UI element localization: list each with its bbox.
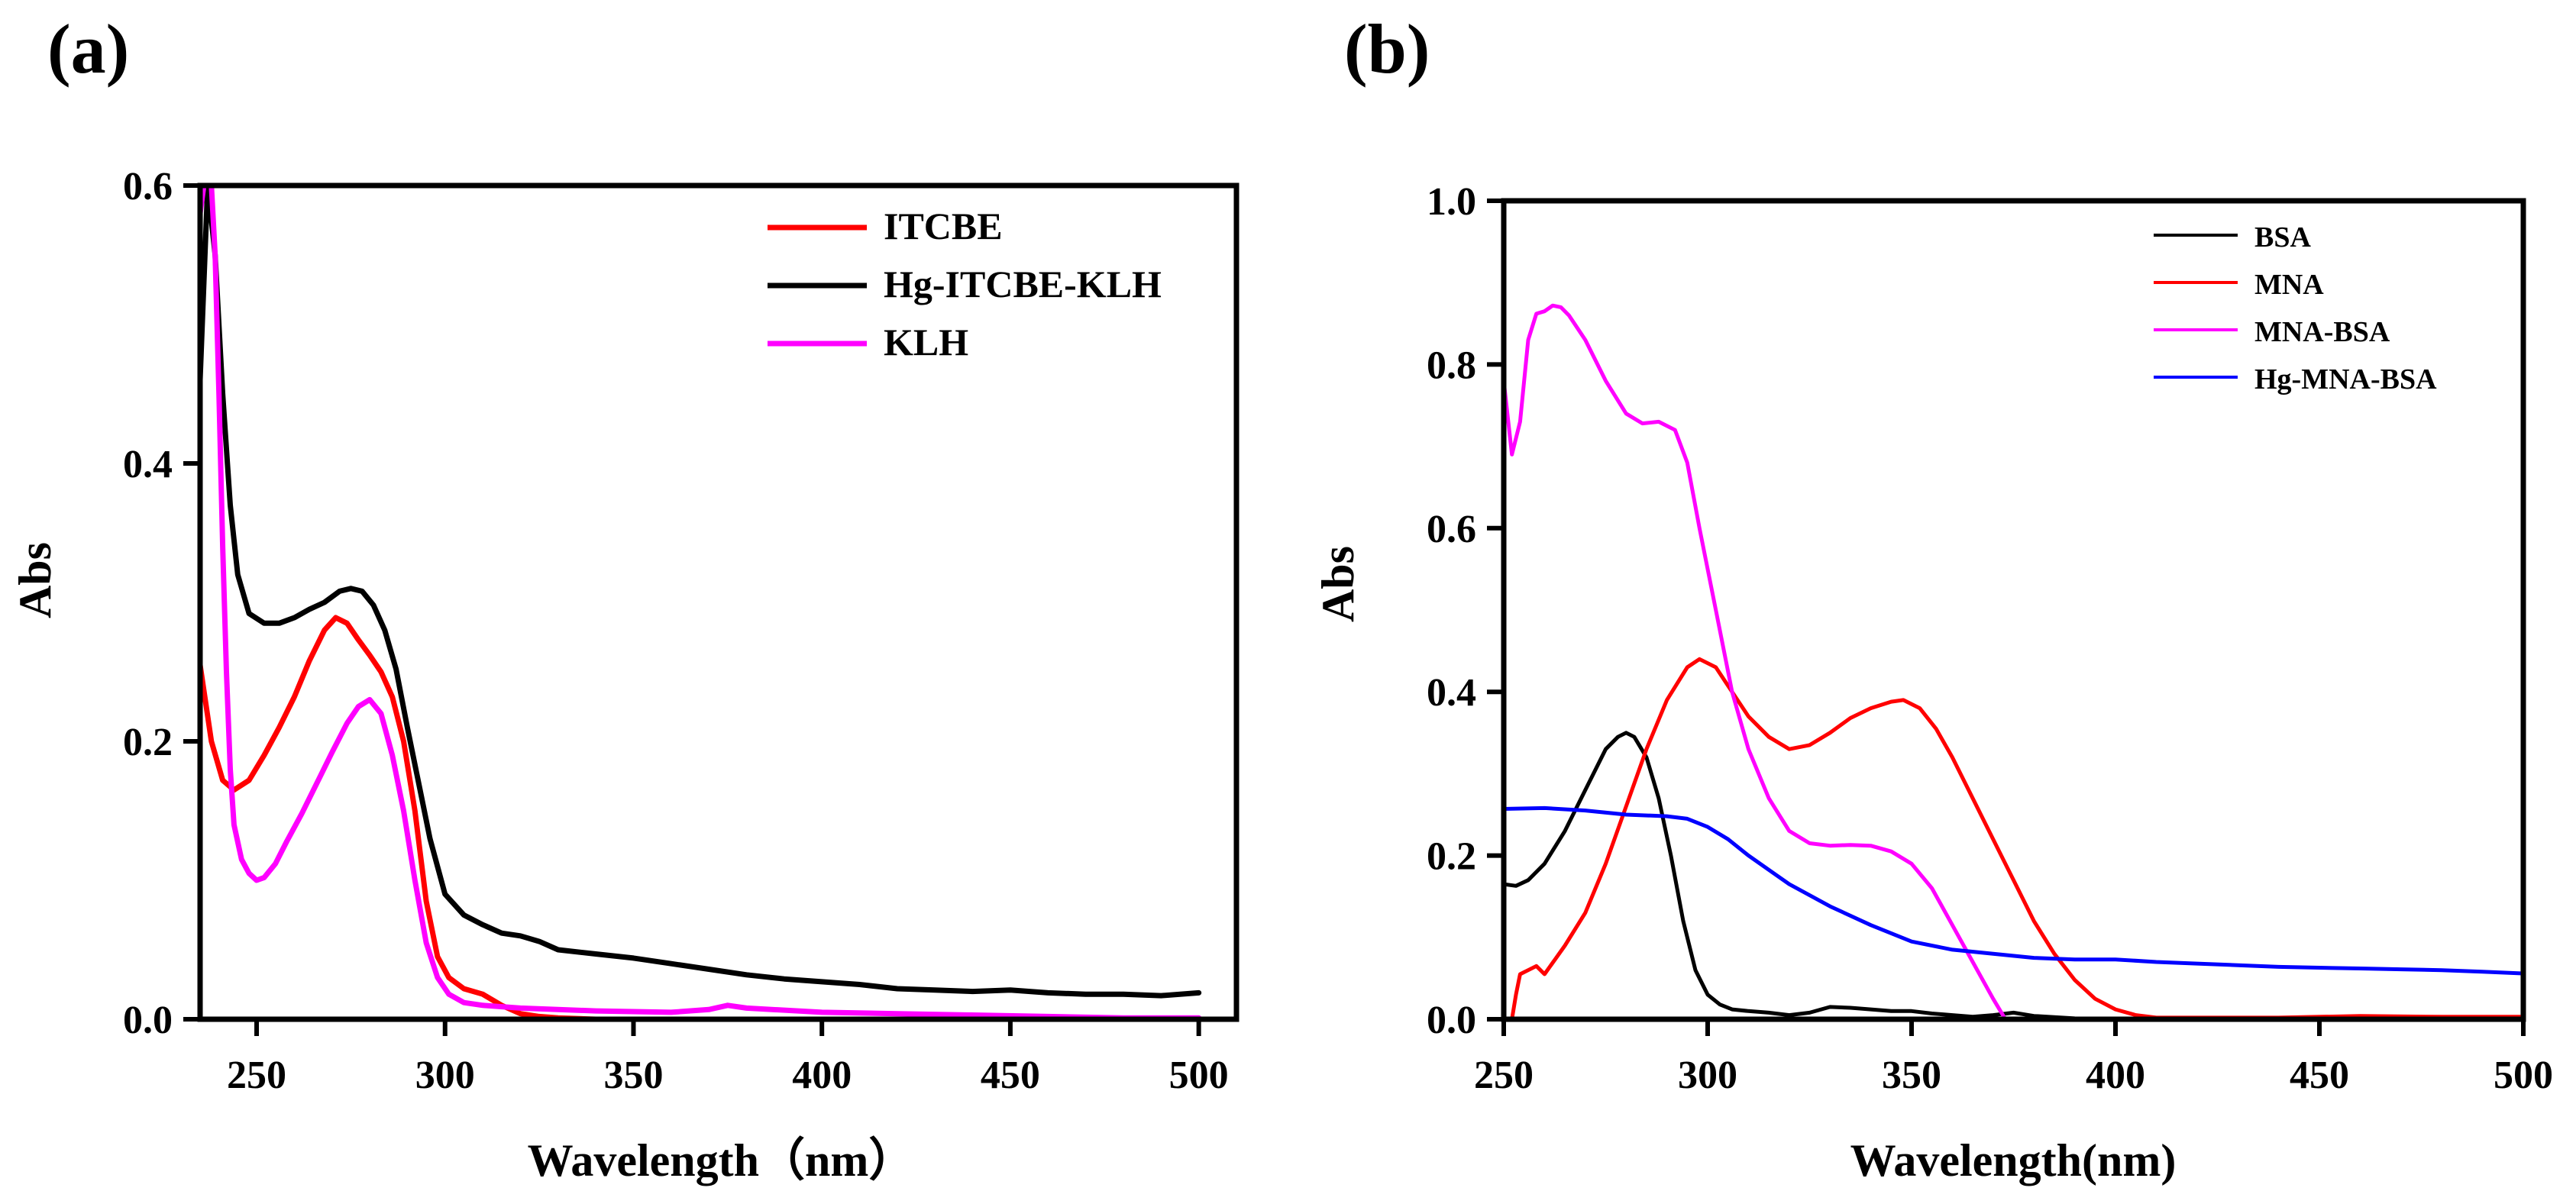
panel-b-tick-layer: 250 300 350 400 450 500 0.0 0.2 0.4 0.6 0.8 1.0 (1427, 180, 2553, 1097)
legend-label-itcbe: ITCBE (884, 205, 1003, 247)
y-tick-label: 0.6 (123, 165, 173, 208)
legend-label-klh: KLH (884, 321, 968, 363)
y-tick-label: 0.6 (1427, 508, 1476, 551)
panel-b-legend: BSA MNA MNA-BSA Hg-MNA-BSA (2154, 221, 2437, 395)
x-tick-label: 350 (1882, 1054, 1941, 1097)
y-tick-label: 0.2 (1427, 835, 1476, 879)
series-line-bsa (1504, 731, 2523, 1019)
series-line-mna-bsa (1504, 303, 2008, 1019)
y-tick-label: 1.0 (1427, 180, 1476, 224)
panel-b-series-layer (1504, 303, 2523, 1019)
panel-a: (a) 250 300 350 400 450 500 0.0 0.2 0.4 0.6 Wavel… (10, 10, 1240, 1186)
panel-b-label: (b) (1344, 10, 1430, 88)
panel-a-series-layer (200, 186, 1202, 1019)
x-tick-label: 500 (1169, 1054, 1229, 1097)
panel-b-x-axis-label: Wavelength(nm) (1850, 1135, 2177, 1186)
series-line-mna (1510, 657, 2523, 1019)
x-tick-label: 400 (792, 1054, 852, 1097)
x-tick-label: 500 (2494, 1054, 2553, 1097)
x-tick-label: 250 (227, 1054, 286, 1097)
x-tick-label: 300 (1678, 1054, 1737, 1097)
y-tick-label: 0.4 (1427, 671, 1476, 715)
panel-b: (b) 250 300 350 400 450 500 0.0 0.2 0.4 0.6 0.8 1.0… (1313, 10, 2553, 1186)
x-tick-label: 450 (2290, 1054, 2349, 1097)
legend-label-mna: MNA (2254, 269, 2324, 301)
panel-b-y-axis-label: Abs (1313, 546, 1363, 622)
x-tick-label: 300 (415, 1054, 475, 1097)
legend-label-mna-bsa: MNA-BSA (2254, 316, 2390, 348)
x-tick-label: 250 (1474, 1054, 1534, 1097)
panel-a-plot-area: 250 300 350 400 450 500 0.0 0.2 0.4 0.6 (123, 165, 1240, 1097)
series-line-hg-mna-bsa (1504, 805, 2523, 976)
x-tick-label: 350 (603, 1054, 663, 1097)
y-tick-label: 0.2 (123, 721, 173, 764)
panel-a-label: (a) (47, 10, 129, 88)
series-line-klh (200, 186, 1202, 1019)
panel-a-axes-frame (197, 182, 1240, 1022)
x-tick-label: 450 (981, 1054, 1040, 1097)
legend-label-hg-mna-bsa: Hg-MNA-BSA (2254, 363, 2437, 395)
panel-b-axes-frame (1501, 198, 2526, 1022)
panel-a-x-axis-label: Wavelength（nm） (528, 1135, 915, 1186)
panel-a-y-axis-label: Abs (10, 542, 60, 618)
y-tick-label: 0.4 (123, 443, 173, 486)
x-tick-label: 400 (2086, 1054, 2145, 1097)
legend-label-hg-itcbe-klh: Hg-ITCBE-KLH (884, 263, 1162, 305)
legend-label-bsa: BSA (2254, 221, 2311, 253)
y-tick-label: 0.0 (123, 999, 173, 1042)
y-tick-label: 0.8 (1427, 344, 1476, 387)
series-line-hg-itcbe-klh (200, 186, 1202, 999)
panel-b-plot-area: 250 300 350 400 450 500 0.0 0.2 0.4 0.6 0.8 1.0 (1427, 180, 2553, 1097)
y-tick-label: 0.0 (1427, 999, 1476, 1042)
series-line-itcbe (200, 615, 1202, 1019)
panel-a-tick-layer: 250 300 350 400 450 500 0.0 0.2 0.4 0.6 (123, 165, 1229, 1097)
panel-a-legend: ITCBE Hg-ITCBE-KLH KLH (768, 205, 1162, 363)
